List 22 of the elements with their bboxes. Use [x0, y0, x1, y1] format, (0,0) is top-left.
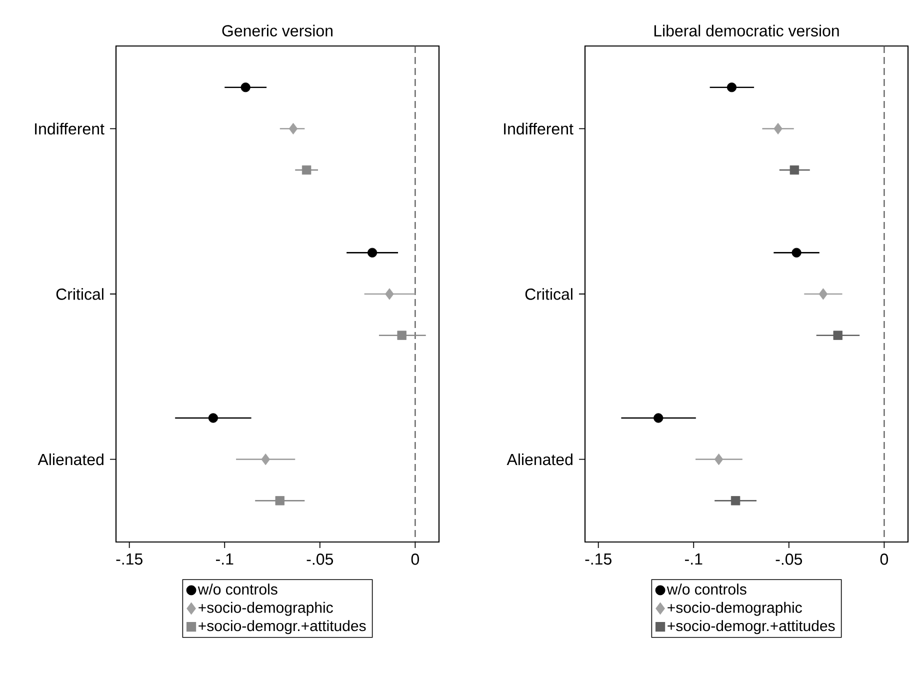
x-tick-label: 0 [411, 554, 419, 565]
y-tick-label: Critical [525, 288, 572, 300]
y-tick-label: Alienated [38, 453, 104, 466]
x-tick-label: -.05 [306, 554, 334, 565]
x-tick-label: -.15 [585, 554, 612, 565]
chart-title: Liberal democratic version [654, 24, 839, 36]
legend-label: w/o controls [666, 584, 746, 595]
chart-title: Generic version [222, 24, 332, 36]
legend-label: +socio-demographic [668, 602, 802, 616]
y-tick-label: Critical [56, 288, 104, 300]
x-tick-label: -.05 [776, 554, 802, 565]
legend-label: +socio-demographic [198, 602, 333, 616]
legend-label: +socio-demogr.+attitudes [198, 620, 366, 634]
x-tick-label: -.1 [216, 554, 234, 565]
x-tick-label: 0 [880, 554, 888, 565]
legend-label: +socio-demogr.+attitudes [668, 620, 835, 634]
y-tick-label: Alienated [506, 453, 572, 466]
y-tick-label: Indifferent [504, 122, 574, 135]
x-tick-label: -.1 [685, 554, 702, 565]
y-tick-label: Indifferent [35, 122, 104, 135]
legend-label: w/o controls [198, 584, 278, 595]
x-tick-label: -.15 [116, 554, 142, 565]
